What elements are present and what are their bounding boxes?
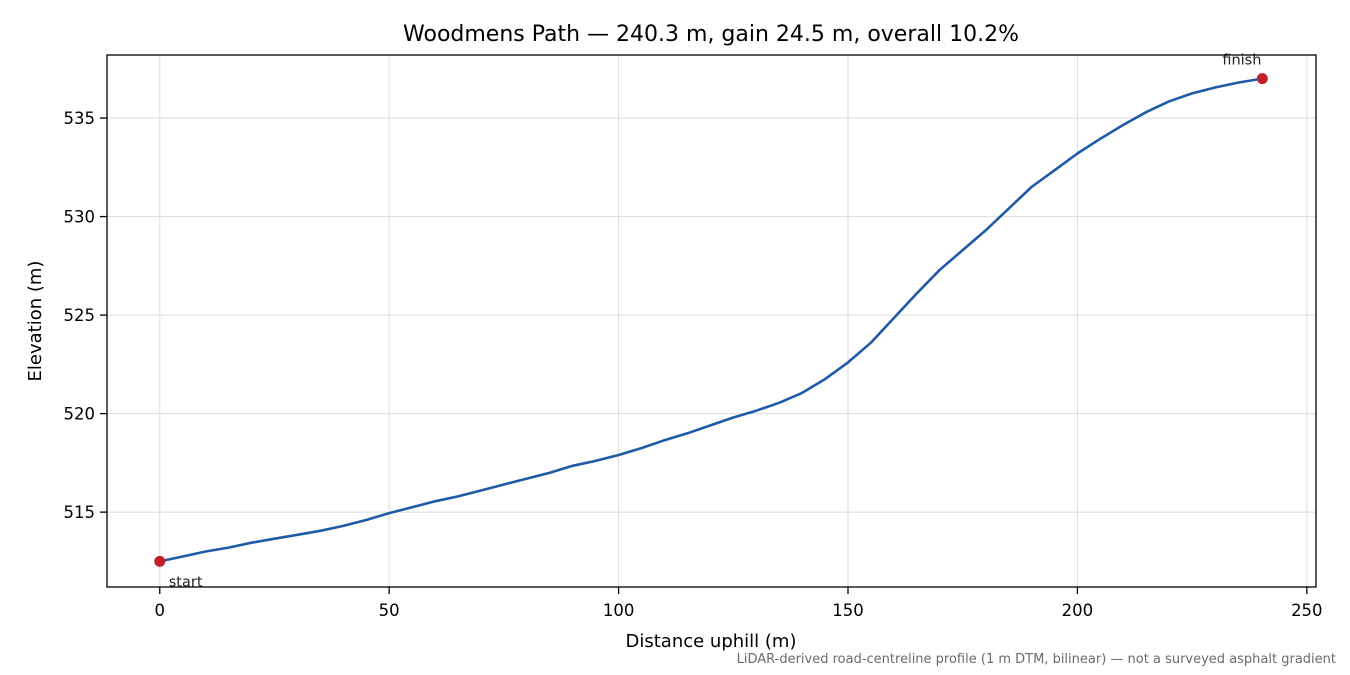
chart-title: Woodmens Path — 240.3 m, gain 24.5 m, ov… [403, 22, 1019, 47]
endpoint-markers: start finish [154, 53, 1268, 590]
x-tick-label: 250 [1291, 601, 1323, 620]
x-tick-label: 150 [832, 601, 864, 620]
x-axis-label: Distance uphill (m) [626, 631, 797, 652]
y-tick-label: 520 [64, 405, 96, 424]
footnote: LiDAR-derived road-centreline profile (1… [736, 652, 1336, 667]
finish-marker [1256, 73, 1268, 85]
x-tick-label: 0 [155, 601, 166, 620]
y-tick-label: 530 [64, 208, 96, 227]
y-axis-ticks: 515 520 525 530 535 [64, 109, 107, 522]
y-axis-label: Elevation (m) [25, 261, 46, 382]
finish-label: finish [1222, 53, 1261, 69]
grid-lines [107, 55, 1316, 587]
y-tick-label: 515 [64, 503, 96, 522]
start-label: start [169, 574, 203, 590]
x-tick-label: 50 [379, 601, 400, 620]
x-axis-ticks: 0 50 100 150 200 250 [155, 587, 1323, 620]
x-tick-label: 100 [603, 601, 635, 620]
x-tick-label: 200 [1062, 601, 1094, 620]
plot-frame [106, 54, 1317, 588]
elevation-line [158, 77, 1264, 563]
start-marker [154, 555, 166, 567]
y-tick-label: 535 [64, 109, 96, 128]
y-tick-label: 525 [64, 306, 96, 325]
